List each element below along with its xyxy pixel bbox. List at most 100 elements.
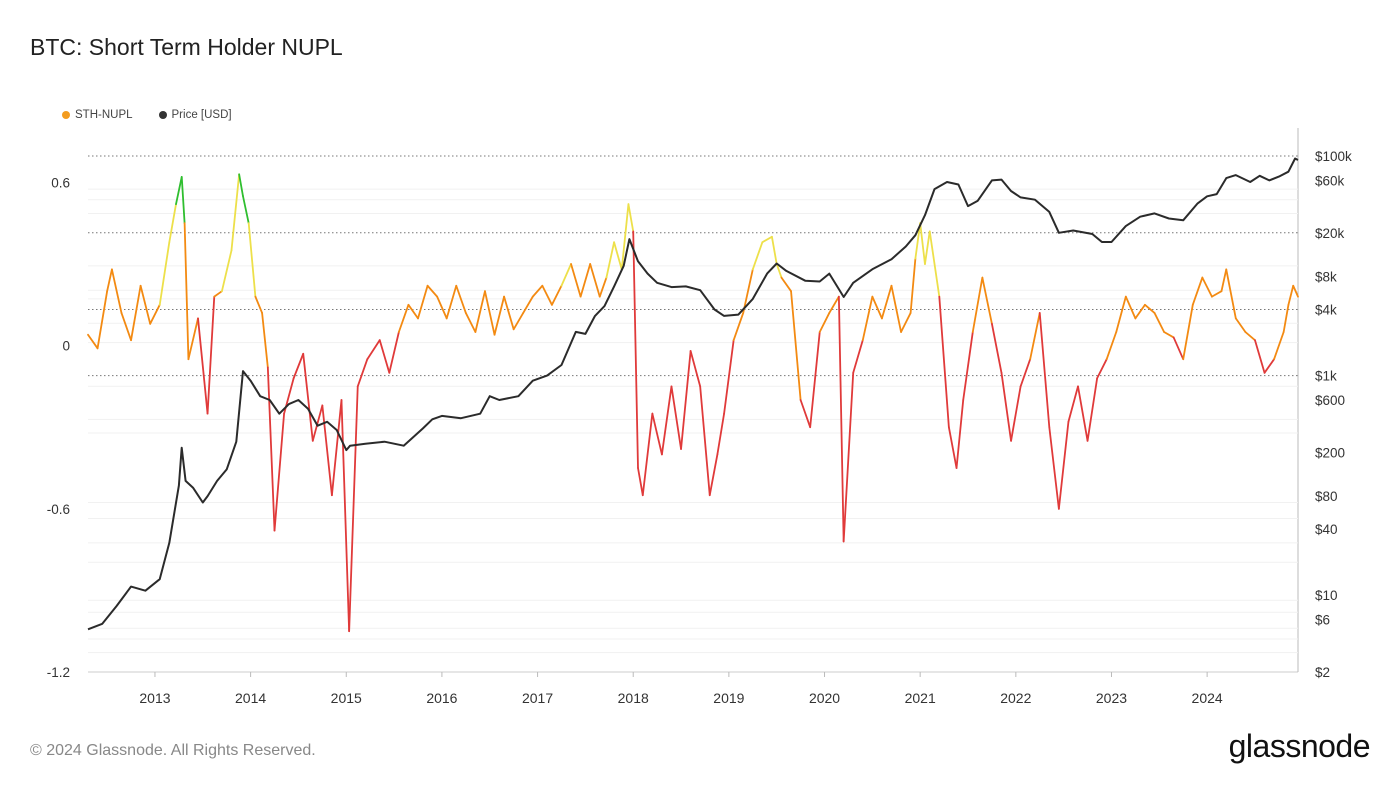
sth-nupl-segment	[924, 230, 931, 265]
sth-nupl-segment	[407, 303, 419, 320]
legend-item-price[interactable]: Price [USD]	[158, 109, 232, 121]
sth-nupl-segment	[981, 276, 993, 325]
sth-nupl-segment	[238, 173, 244, 197]
sth-nupl-segment	[436, 295, 448, 320]
sth-nupl-segment	[230, 173, 241, 252]
sth-nupl-segment	[809, 331, 821, 429]
sth-nupl-segment	[397, 303, 410, 333]
left-tick-label: -0.6	[47, 502, 70, 517]
legend-dot-price-icon	[158, 111, 167, 119]
sth-nupl-segment	[1163, 331, 1175, 339]
sth-nupl-segment	[340, 399, 351, 633]
sth-nupl-segment	[919, 222, 926, 265]
sth-nupl-segment	[881, 284, 893, 320]
sth-nupl-segment	[632, 230, 639, 469]
sth-nupl-segment	[1263, 358, 1275, 374]
sth-nupl-segment	[388, 331, 400, 374]
legend-dot-sth-nupl-icon	[62, 111, 70, 119]
sth-nupl-segment	[1029, 312, 1041, 361]
right-tick-label: $6	[1315, 613, 1330, 628]
sth-nupl-segment	[861, 295, 874, 342]
sth-nupl-segment	[871, 295, 883, 320]
sth-nupl-segment	[180, 176, 186, 225]
x-tick-label: 2020	[809, 690, 840, 706]
sth-nupl-segment	[1124, 295, 1137, 320]
sth-nupl-segment	[139, 284, 152, 325]
sth-nupl-segment	[1096, 358, 1108, 380]
sth-nupl-segment	[106, 268, 113, 293]
sth-nupl-segment	[1220, 268, 1228, 293]
sth-nupl-segment	[1000, 371, 1012, 442]
sth-nupl-segment	[503, 295, 515, 331]
sth-nupl-segment	[938, 295, 950, 429]
sth-nupl-segment	[168, 203, 177, 244]
sth-nupl-segment	[356, 358, 369, 388]
sth-nupl-segment	[842, 371, 855, 543]
sth-nupl-segment	[522, 295, 534, 314]
glassnode-logo[interactable]: glassnode	[1228, 728, 1371, 764]
x-tick-label: 2024	[1192, 690, 1223, 706]
sth-nupl-segment	[120, 312, 132, 342]
sth-nupl-segment	[512, 312, 525, 331]
sth-nupl-segment	[1254, 339, 1266, 374]
sth-nupl-segment	[1287, 284, 1295, 306]
sth-nupl-segment	[641, 412, 654, 497]
sth-nupl-segment	[1292, 284, 1299, 298]
sth-nupl-segment	[311, 404, 324, 442]
sth-nupl-segment	[742, 268, 754, 314]
sth-nupl-segment	[1057, 420, 1070, 510]
sth-nupl-segment	[716, 412, 725, 456]
sth-nupl-segment	[560, 263, 572, 287]
sth-nupl-segment	[1153, 312, 1165, 333]
sth-nupl-segment	[331, 399, 343, 497]
sth-nupl-segment	[620, 203, 630, 271]
sth-nupl-segment	[1282, 303, 1290, 333]
x-tick-label: 2015	[331, 690, 362, 706]
sth-nupl-segment	[1010, 385, 1022, 442]
x-tick-label: 2016	[426, 690, 457, 706]
sth-nupl-segment	[732, 312, 745, 342]
x-tick-label: 2014	[235, 690, 266, 706]
sth-nupl-segment	[197, 317, 209, 415]
sth-nupl-segment	[213, 290, 223, 298]
sth-nupl-segment	[1201, 276, 1213, 298]
right-tick-label: $600	[1315, 393, 1345, 408]
sth-nupl-segment	[828, 295, 840, 314]
sth-nupl-segment	[723, 339, 735, 415]
sth-nupl-segment	[837, 295, 845, 543]
sth-nupl-segment	[417, 284, 429, 320]
right-tick-label: $20k	[1315, 226, 1345, 241]
sth-nupl-segment	[613, 241, 623, 271]
legend-label-sth-nupl: STH-NUPL	[75, 109, 133, 121]
sth-nupl-segment	[1067, 385, 1079, 423]
sth-nupl-segment	[818, 312, 831, 333]
x-tick-label: 2018	[618, 690, 649, 706]
sth-nupl-segment	[111, 268, 123, 314]
page-title: BTC: Short Term Holder NUPL	[30, 34, 343, 60]
right-tick-label: $1k	[1315, 369, 1337, 384]
sth-nupl-segment	[579, 263, 592, 298]
sth-nupl-segment	[484, 290, 496, 336]
sth-nupl-segment	[221, 249, 233, 293]
sth-nupl-segment	[651, 412, 663, 456]
right-tick-label: $60k	[1315, 173, 1345, 188]
sth-nupl-segment	[493, 295, 505, 336]
sth-nupl-segment	[771, 235, 778, 265]
sth-nupl-segment	[348, 385, 359, 633]
sth-nupl-segment	[187, 317, 199, 361]
sth-nupl-segment	[206, 295, 216, 415]
sth-nupl-segment	[96, 290, 109, 350]
legend-item-sth-nupl[interactable]: STH-NUPL	[62, 109, 133, 121]
sth-nupl-segment	[292, 352, 305, 380]
sth-nupl-segment	[1077, 385, 1089, 442]
sth-nupl-segment	[799, 399, 812, 429]
sth-nupl-segment	[670, 385, 682, 450]
right-tick-label: $40	[1315, 522, 1338, 537]
sth-nupl-segment	[1038, 312, 1051, 429]
sth-nupl-segment	[627, 203, 635, 233]
sth-nupl-segment	[570, 263, 582, 298]
sth-nupl-segment	[175, 176, 183, 206]
sth-nupl-segment	[947, 426, 958, 469]
sth-nupl-segment	[708, 453, 719, 497]
